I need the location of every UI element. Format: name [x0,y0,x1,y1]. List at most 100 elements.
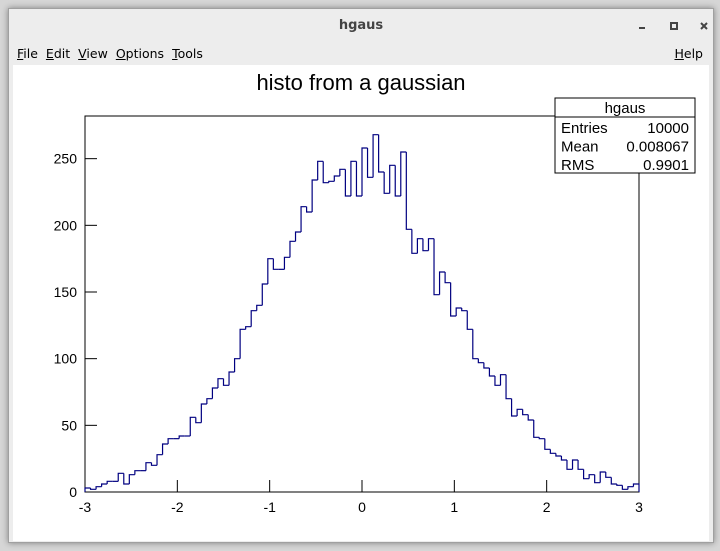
histogram-bin [616,484,623,486]
stats-value: 0.008067 [626,139,689,156]
histogram-bin [438,271,446,295]
histogram-bin [483,362,490,369]
menu-item[interactable]: View [78,46,108,61]
histogram-bin [222,378,230,386]
histogram-bin [283,256,290,270]
histogram-bin [366,148,374,178]
menu-item[interactable]: File [17,46,38,61]
histogram-bin [350,160,357,196]
histogram-bin [339,168,346,176]
histogram-bin [134,470,141,475]
maximize-button[interactable] [670,22,678,30]
histogram-bin [150,462,158,466]
histogram-bin [488,368,495,377]
histogram-bin [400,151,407,196]
stats-label: RMS [561,157,594,174]
histogram-bin [383,172,390,194]
histogram-bin [178,435,185,439]
window-title: hgaus [338,18,384,33]
histogram-bin [195,417,202,424]
histogram-bin [200,403,207,423]
histogram-bin [206,398,213,404]
histogram-bin [239,328,246,359]
stats-value: 10000 [647,120,689,137]
histogram-bin [128,474,135,484]
histogram-bin [289,240,296,258]
histogram-bin [328,180,335,183]
histogram-bin [555,453,562,457]
histogram-bin [117,472,124,482]
menu-item[interactable]: Edit [45,46,71,61]
histogram-bin [322,161,329,184]
histogram-bin [505,374,512,400]
histogram-bin [499,374,507,386]
menu-bar: File Edit View Options Tools Help [9,43,713,65]
menu-item[interactable]: Tools [172,46,203,61]
x-tick-label: -2 [171,499,184,515]
histogram-bin [344,169,351,197]
menu-item[interactable]: Options [115,46,165,61]
histogram-bin [522,409,529,416]
histogram-bin [355,161,362,197]
chart-title: histo from a gaussian [256,70,465,95]
histogram-bin [494,376,501,386]
histogram-bin [422,238,429,252]
menu-item[interactable]: Help [674,46,703,61]
histogram-bin [411,229,418,254]
canvas: histo from a gaussian 0 50 100 150 200 250 -3 -… [13,65,709,541]
histogram-bin [361,147,368,196]
histogram-bin [416,238,423,254]
stats-value: 0.9901 [643,157,689,174]
close-button[interactable] [700,22,708,30]
y-tick-label: 100 [54,351,78,367]
stats-label: Entries [561,120,608,137]
histogram-bin [123,473,130,485]
histogram-bin [311,179,318,212]
histogram-bin [605,472,612,478]
histogram-bin [632,483,640,492]
histogram-bin [544,438,551,450]
histogram-bin [372,134,379,178]
histogram-bin [106,480,113,484]
histogram-bin [427,238,435,251]
stats-box [554,97,696,174]
histogram-bin [306,206,313,213]
histogram-bin [261,283,268,306]
x-tick-label: -1 [263,499,276,515]
histogram-bin [272,258,279,270]
histogram-bin [156,454,163,466]
stats-label: Mean [561,139,599,156]
histogram-bin [599,471,606,483]
histogram-bin [217,378,224,388]
histogram-bin [250,310,257,327]
histogram-bin [95,486,102,490]
histogram-bin [84,487,91,492]
histogram-bin [610,477,617,485]
y-tick-label: 0 [69,484,77,500]
y-tick-label: 200 [54,217,78,233]
histogram-bin [594,474,601,484]
x-tick-label: 2 [543,499,551,515]
histogram-bin [560,456,567,461]
histogram-bin [516,408,523,416]
x-tick-label: -3 [79,499,92,515]
histogram-bin [189,416,196,436]
histogram-bin [566,460,573,470]
x-tick-label: 3 [635,499,643,515]
histogram-bin [228,371,235,386]
histogram-bin [333,175,340,182]
histogram-bin [378,134,385,173]
histogram-bin [167,438,174,444]
histogram-bin [533,420,540,438]
title-bar: hgaus [9,9,713,43]
histogram-bin [450,282,457,317]
stats-title: hgaus [605,100,646,117]
histogram-bin [444,272,451,284]
x-tick-label: 1 [450,499,458,515]
histogram-bin [405,152,412,230]
x-tick-label: 0 [358,499,366,515]
histogram-bin [394,165,401,197]
histogram-bin [461,308,468,312]
histogram-bin [245,326,252,330]
